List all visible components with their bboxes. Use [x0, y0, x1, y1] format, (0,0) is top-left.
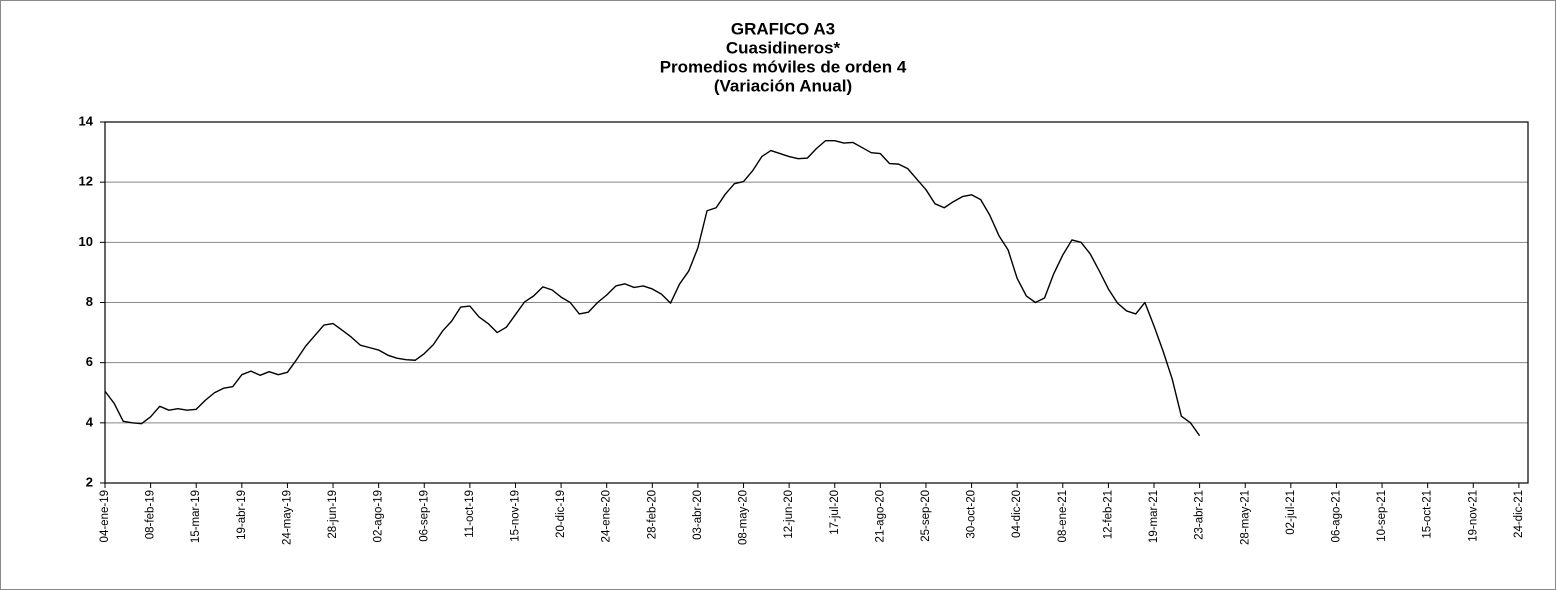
x-tick-label: 17-jul-20 — [829, 490, 841, 535]
y-tick-label: 14 — [79, 113, 94, 128]
x-tick-label: 12-feb-21 — [1102, 490, 1114, 539]
x-tick-label: 24-ene-20 — [601, 490, 613, 542]
x-tick-label: 24-dic-21 — [1513, 490, 1525, 538]
x-tick-label: 03-abr-20 — [692, 490, 704, 540]
x-tick-label: 19-mar-21 — [1148, 490, 1160, 543]
x-tick-label: 23-abr-21 — [1194, 490, 1206, 540]
line-series — [104, 139, 1201, 437]
x-tick-label: 19-nov-21 — [1467, 490, 1479, 542]
x-tick-label: 08-may-20 — [738, 490, 750, 545]
x-tick-label: 15-mar-19 — [190, 490, 202, 543]
x-tick-label: 08-ene-21 — [1057, 490, 1069, 542]
x-tick-label: 04-dic-20 — [1011, 490, 1023, 538]
x-tick-label: 15-oct-21 — [1422, 490, 1434, 539]
y-tick-label: 4 — [86, 414, 94, 429]
x-tick-label: 11-oct-19 — [464, 490, 476, 538]
x-tick-label: 02-ago-19 — [373, 490, 385, 542]
chart-subtitle: Promedios móviles de orden 4 — [660, 57, 907, 76]
chart-subtitle: (Variación Anual) — [714, 76, 852, 95]
y-tick-label: 8 — [86, 294, 93, 309]
x-tick-label: 19-abr-19 — [236, 490, 248, 540]
x-tick-label: 30-oct-20 — [966, 490, 978, 539]
x-tick-label: 28-may-21 — [1239, 490, 1251, 545]
y-tick-label: 6 — [86, 354, 93, 369]
x-tick-label: 04-ene-19 — [99, 490, 111, 542]
chart-title: GRAFICO A3 — [731, 19, 835, 38]
x-tick-label: 12-jun-20 — [783, 490, 795, 539]
x-tick-label: 21-ago-20 — [874, 490, 886, 542]
x-tick-label: 06-sep-19 — [418, 490, 430, 542]
x-tick-label: 15-nov-19 — [510, 490, 522, 542]
x-tick-label: 02-jul-21 — [1285, 490, 1297, 535]
y-tick-label: 12 — [79, 174, 93, 189]
chart-subtitle: Cuasidineros* — [726, 38, 841, 57]
plot-frame — [104, 121, 1529, 484]
y-tick-label: 2 — [86, 474, 93, 489]
x-tick-label: 10-sep-21 — [1376, 490, 1388, 542]
x-tick-label: 28-feb-20 — [646, 490, 658, 539]
x-tick-label: 24-may-19 — [281, 490, 293, 545]
y-tick-label: 10 — [79, 234, 93, 249]
x-tick-label: 20-dic-19 — [555, 490, 567, 538]
x-tick-label: 25-sep-20 — [920, 490, 932, 542]
x-tick-label: 08-feb-19 — [145, 490, 157, 539]
x-tick-label: 28-jun-19 — [327, 490, 339, 539]
x-tick-label: 06-ago-21 — [1330, 490, 1342, 542]
